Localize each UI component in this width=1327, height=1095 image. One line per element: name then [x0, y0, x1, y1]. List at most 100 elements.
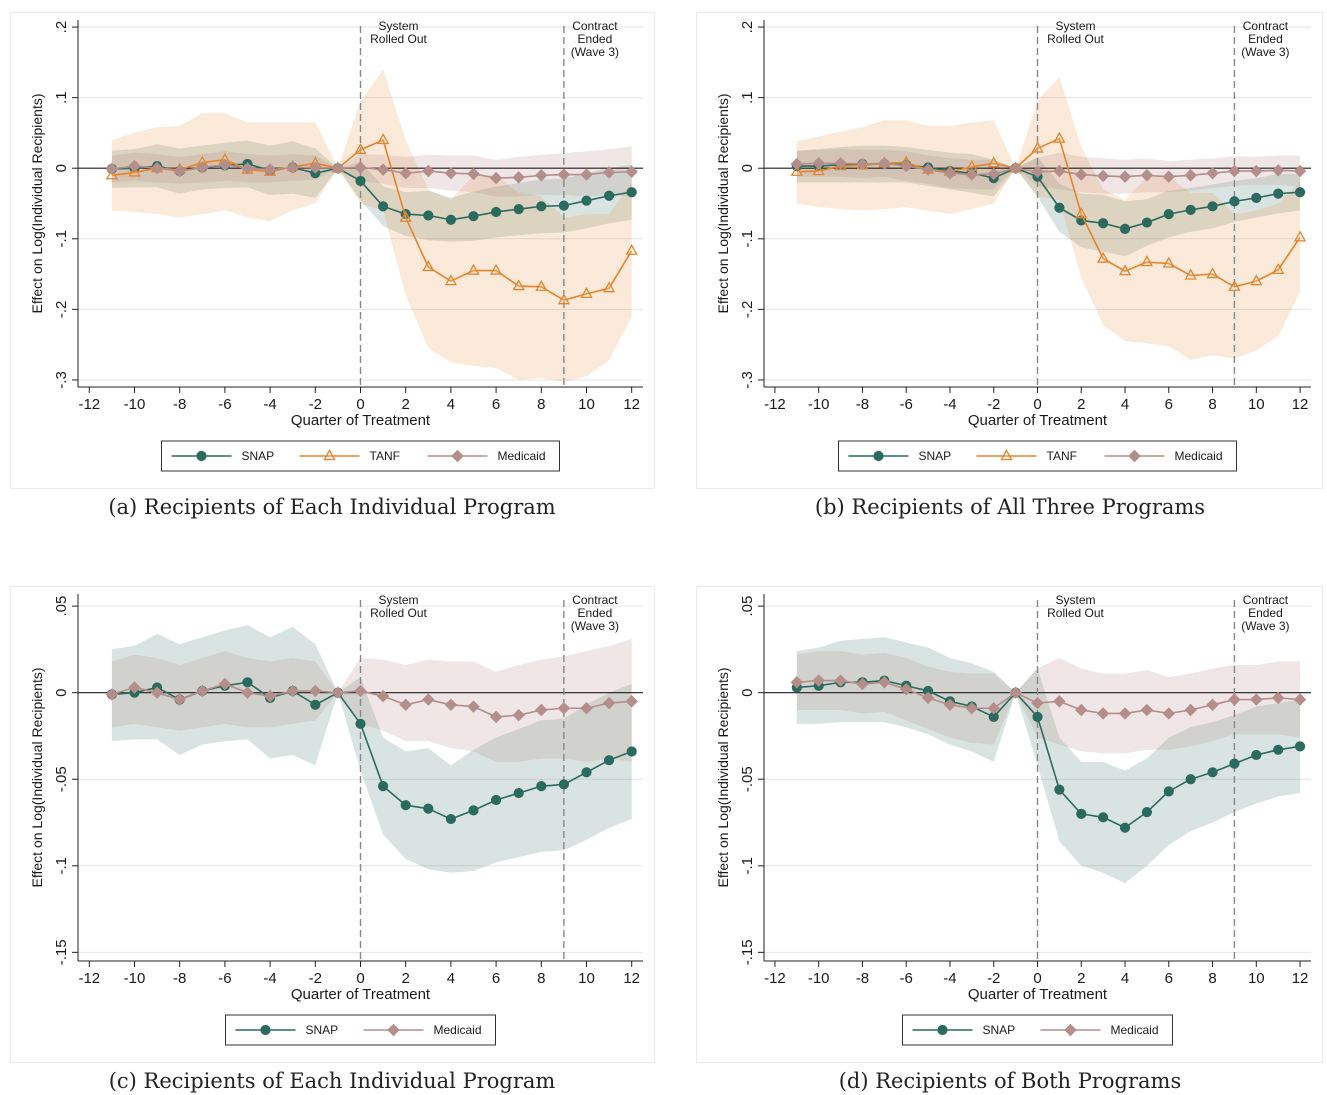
point-medicaid [1206, 698, 1219, 711]
x-tick-label: 2 [1077, 396, 1085, 413]
point-snap [1251, 749, 1262, 761]
y-tick-label: .05 [53, 596, 70, 617]
point-medicaid [1250, 693, 1263, 706]
x-tick-label: -2 [309, 396, 322, 413]
point-snap [581, 195, 592, 206]
point-medicaid [812, 157, 825, 170]
chart-a: System Rolled Out Contract Ended (Wave 3) .2.… [10, 12, 655, 489]
point-medicaid [1053, 164, 1066, 178]
ci-band-medicaid [111, 146, 632, 197]
point-medicaid [331, 162, 345, 175]
point-snap [378, 781, 389, 792]
y-tick-label: .2 [739, 21, 756, 34]
point-medicaid [309, 684, 322, 698]
point-medicaid [444, 166, 458, 180]
event-label-line: Ended [578, 32, 613, 46]
point-snap [536, 201, 547, 212]
point-medicaid [1271, 691, 1285, 705]
event-label: System Rolled Out [1047, 19, 1104, 46]
point-medicaid [241, 162, 254, 175]
point-snap [1185, 204, 1196, 215]
x-tick-label: -8 [856, 970, 869, 987]
x-tick-label: -2 [987, 970, 1000, 987]
point-medicaid [218, 677, 232, 691]
legend-marker-medicaid [451, 449, 464, 463]
y-tick-label: -.1 [739, 230, 756, 248]
point-snap [491, 794, 502, 806]
y-axis-title: Effect on Log(Individual Recipients) [29, 668, 45, 888]
x-tick-label: 6 [1165, 396, 1173, 413]
point-medicaid [834, 674, 847, 687]
point-medicaid [1184, 169, 1197, 182]
legend-label-snap: SNAP [242, 449, 275, 463]
point-snap [1207, 201, 1218, 212]
point-tanf [602, 281, 616, 293]
y-tick-label: 0 [53, 164, 70, 172]
point-snap [1273, 744, 1284, 755]
chart-panel-b: System Rolled Out Contract Ended (Wave 3) .2.… [696, 12, 1323, 489]
point-medicaid [943, 698, 957, 711]
point-medicaid [196, 684, 209, 698]
x-tick-label: 4 [447, 396, 455, 413]
point-snap [400, 800, 411, 811]
x-tick-label: -10 [124, 396, 146, 413]
point-snap [1163, 786, 1174, 797]
point-tanf [1118, 264, 1132, 276]
point-tanf [1097, 251, 1110, 263]
event-label: System Rolled Out [370, 19, 427, 46]
point-medicaid [1118, 170, 1132, 183]
point-snap [1141, 217, 1152, 228]
legend-label-medicaid: Medicaid [1111, 1023, 1159, 1037]
legend-label-medicaid: Medicaid [434, 1023, 482, 1037]
point-medicaid [399, 698, 412, 711]
point-tanf [422, 260, 435, 272]
y-tick-label: .05 [739, 596, 756, 617]
point-medicaid [512, 708, 525, 722]
point-medicaid [1096, 707, 1110, 720]
event-label-line: Contract [1243, 593, 1289, 607]
point-tanf [580, 287, 593, 298]
x-tick-label: 4 [1121, 970, 1129, 987]
point-medicaid [1228, 164, 1241, 178]
point-medicaid [1184, 703, 1197, 717]
point-medicaid [812, 674, 825, 687]
caption-d: (d) Recipients of Both Programs [838, 1069, 1182, 1093]
point-tanf [1184, 268, 1197, 280]
point-medicaid [1031, 165, 1044, 178]
event-label: Contract Ended (Wave 3) [571, 593, 619, 633]
point-medicaid [173, 164, 186, 178]
point-snap [1294, 741, 1306, 752]
point-medicaid [1118, 707, 1132, 720]
point-tanf [1075, 207, 1088, 219]
event-label-line: Contract [1243, 19, 1289, 33]
point-tanf [1206, 267, 1219, 279]
x-tick-label: 4 [447, 970, 455, 987]
event-label: Contract Ended (Wave 3) [1241, 19, 1289, 59]
point-medicaid [856, 677, 869, 691]
point-snap [626, 187, 637, 198]
point-medicaid [921, 691, 935, 705]
x-tick-label: -6 [900, 396, 913, 413]
point-medicaid [173, 693, 186, 706]
point-medicaid [263, 689, 277, 703]
legend-label-snap: SNAP [306, 1023, 339, 1037]
point-snap [310, 699, 321, 710]
event-label-line: Rolled Out [370, 32, 427, 46]
y-tick-label: .2 [53, 21, 70, 34]
point-medicaid [1140, 169, 1154, 182]
x-tick-label: 8 [537, 396, 545, 413]
point-medicaid [834, 157, 847, 170]
point-snap [581, 767, 592, 778]
x-tick-label: -6 [900, 970, 913, 987]
point-snap [1032, 711, 1043, 723]
x-tick-label: -6 [218, 970, 231, 987]
point-medicaid [196, 161, 209, 174]
point-medicaid [965, 168, 979, 181]
point-snap [513, 787, 524, 799]
chart-frame [696, 12, 1323, 489]
x-tick-label: -8 [856, 396, 869, 413]
point-snap [1054, 784, 1065, 795]
x-tick-label: -8 [173, 970, 186, 987]
point-medicaid [987, 167, 1000, 181]
y-tick-label: -.05 [53, 766, 70, 792]
